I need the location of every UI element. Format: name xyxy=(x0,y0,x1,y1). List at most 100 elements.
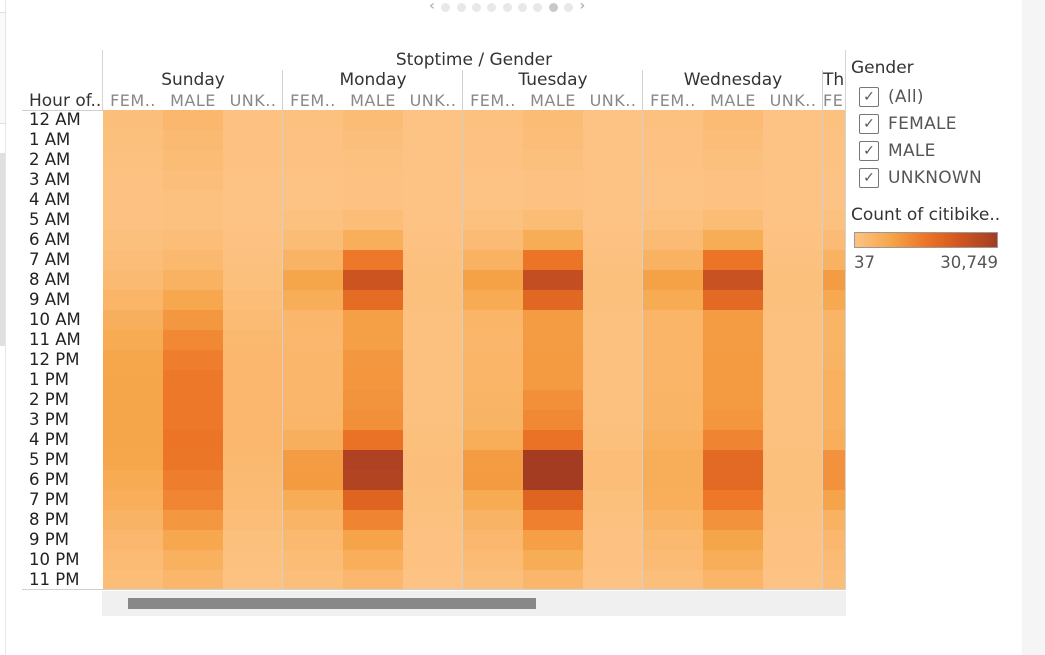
heatmap-cell[interactable] xyxy=(403,410,463,430)
heatmap-cell[interactable] xyxy=(403,330,463,350)
heatmap-cell[interactable] xyxy=(283,550,343,570)
heatmap-cell[interactable] xyxy=(823,450,845,470)
heatmap-cell[interactable] xyxy=(763,230,823,250)
heatmap-cell[interactable] xyxy=(823,570,845,590)
heatmap-cell[interactable] xyxy=(763,490,823,510)
heatmap-cell[interactable] xyxy=(823,550,845,570)
story-point-dot[interactable] xyxy=(487,2,497,12)
heatmap-cell[interactable] xyxy=(583,570,643,590)
heatmap-cell[interactable] xyxy=(223,490,283,510)
heatmap-cell[interactable] xyxy=(103,510,163,530)
heatmap-cell[interactable] xyxy=(283,370,343,390)
gender-header-unk[interactable]: UNK.. xyxy=(769,91,817,110)
heatmap-cell[interactable] xyxy=(103,150,163,170)
heatmap-cell[interactable] xyxy=(463,510,523,530)
checkbox[interactable]: ✓ xyxy=(859,114,879,134)
heatmap-cell[interactable] xyxy=(223,550,283,570)
heatmap-cell[interactable] xyxy=(463,550,523,570)
heatmap-cell[interactable] xyxy=(403,190,463,210)
heatmap-cell[interactable] xyxy=(463,170,523,190)
heatmap-cell[interactable] xyxy=(163,110,223,130)
heatmap-cell[interactable] xyxy=(163,270,223,290)
heatmap-cell[interactable] xyxy=(703,150,763,170)
heatmap-cell[interactable] xyxy=(103,530,163,550)
heatmap-grid[interactable] xyxy=(103,110,845,590)
heatmap-cell[interactable] xyxy=(163,350,223,370)
story-point-dot[interactable] xyxy=(441,2,451,12)
heatmap-cell[interactable] xyxy=(643,570,703,590)
heatmap-cell[interactable] xyxy=(463,110,523,130)
heatmap-cell[interactable] xyxy=(403,110,463,130)
heatmap-cell[interactable] xyxy=(763,330,823,350)
heatmap-cell[interactable] xyxy=(523,390,583,410)
heatmap-cell[interactable] xyxy=(403,370,463,390)
gender-header-male[interactable]: MALE xyxy=(530,91,576,110)
heatmap-cell[interactable] xyxy=(763,130,823,150)
heatmap-cell[interactable] xyxy=(763,110,823,130)
heatmap-cell[interactable] xyxy=(343,150,403,170)
heatmap-cell[interactable] xyxy=(823,170,845,190)
heatmap-cell[interactable] xyxy=(583,510,643,530)
heatmap-cell[interactable] xyxy=(103,570,163,590)
heatmap-cell[interactable] xyxy=(643,350,703,370)
story-point-dot[interactable] xyxy=(471,2,481,12)
heatmap-cell[interactable] xyxy=(403,130,463,150)
heatmap-cell[interactable] xyxy=(703,530,763,550)
heatmap-cell[interactable] xyxy=(343,250,403,270)
heatmap-cell[interactable] xyxy=(283,250,343,270)
heatmap-cell[interactable] xyxy=(703,110,763,130)
heatmap-cell[interactable] xyxy=(763,550,823,570)
heatmap-cell[interactable] xyxy=(343,450,403,470)
heatmap-cell[interactable] xyxy=(223,570,283,590)
heatmap-cell[interactable] xyxy=(583,150,643,170)
hour-label[interactable]: 7 PM xyxy=(29,490,69,509)
heatmap-cell[interactable] xyxy=(103,370,163,390)
heatmap-cell[interactable] xyxy=(523,270,583,290)
gender-filter-male[interactable]: ✓ MALE xyxy=(859,139,936,163)
heatmap-cell[interactable] xyxy=(163,370,223,390)
heatmap-cell[interactable] xyxy=(763,210,823,230)
hour-label[interactable]: 10 AM xyxy=(29,310,81,329)
gender-header-male[interactable]: MALE xyxy=(170,91,216,110)
gender-header-fem[interactable]: FEM.. xyxy=(110,91,156,110)
heatmap-cell[interactable] xyxy=(163,250,223,270)
heatmap-cell[interactable] xyxy=(163,210,223,230)
heatmap-cell[interactable] xyxy=(823,110,845,130)
day-header-sunday[interactable]: Sunday xyxy=(161,70,225,90)
heatmap-cell[interactable] xyxy=(823,330,845,350)
hour-label[interactable]: 4 AM xyxy=(29,190,71,209)
heatmap-cell[interactable] xyxy=(583,310,643,330)
heatmap-cell[interactable] xyxy=(283,430,343,450)
heatmap-cell[interactable] xyxy=(103,410,163,430)
heatmap-cell[interactable] xyxy=(343,370,403,390)
heatmap-cell[interactable] xyxy=(763,370,823,390)
heatmap-cell[interactable] xyxy=(763,410,823,430)
heatmap-cell[interactable] xyxy=(643,490,703,510)
heatmap-cell[interactable] xyxy=(343,110,403,130)
heatmap-cell[interactable] xyxy=(283,170,343,190)
heatmap-cell[interactable] xyxy=(763,530,823,550)
left-panel-scroll-track[interactable] xyxy=(0,153,5,346)
heatmap-cell[interactable] xyxy=(223,290,283,310)
heatmap-cell[interactable] xyxy=(643,370,703,390)
heatmap-cell[interactable] xyxy=(103,390,163,410)
heatmap-cell[interactable] xyxy=(343,530,403,550)
heatmap-cell[interactable] xyxy=(403,210,463,230)
heatmap-cell[interactable] xyxy=(283,130,343,150)
heatmap-cell[interactable] xyxy=(823,150,845,170)
heatmap-cell[interactable] xyxy=(523,170,583,190)
heatmap-cell[interactable] xyxy=(703,270,763,290)
heatmap-cell[interactable] xyxy=(643,110,703,130)
heatmap-cell[interactable] xyxy=(463,330,523,350)
heatmap-cell[interactable] xyxy=(823,510,845,530)
heatmap-cell[interactable] xyxy=(643,410,703,430)
heatmap-cell[interactable] xyxy=(283,510,343,530)
heatmap-cell[interactable] xyxy=(343,230,403,250)
heatmap-cell[interactable] xyxy=(823,210,845,230)
heatmap-cell[interactable] xyxy=(223,470,283,490)
heatmap-cell[interactable] xyxy=(223,110,283,130)
heatmap-cell[interactable] xyxy=(463,370,523,390)
heatmap-cell[interactable] xyxy=(643,430,703,450)
scrollbar-thumb[interactable] xyxy=(128,598,536,609)
heatmap-cell[interactable] xyxy=(343,270,403,290)
